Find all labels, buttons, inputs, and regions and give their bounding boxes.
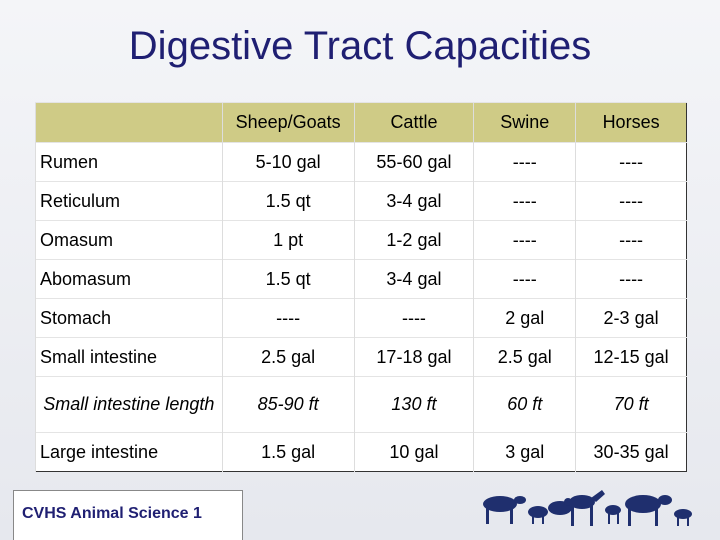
table-cell: 1-2 gal xyxy=(353,220,474,260)
column-header: Cattle xyxy=(353,102,474,143)
table-row: Rumen 5-10 gal 55-60 gal ---- ---- xyxy=(35,142,687,182)
row-label: Reticulum xyxy=(35,181,223,221)
table-cell: 3 gal xyxy=(473,432,576,472)
header-row: Sheep/Goats Cattle Swine Horses xyxy=(35,102,687,143)
corner-cell xyxy=(35,102,223,143)
table-cell: ---- xyxy=(575,220,687,260)
table-cell: 2.5 gal xyxy=(221,337,355,377)
table-cell: ---- xyxy=(575,142,687,182)
table-cell: 70 ft xyxy=(575,376,687,433)
row-label: Abomasum xyxy=(35,259,223,299)
table-cell: 1.5 qt xyxy=(221,259,355,299)
row-label: Large intestine xyxy=(35,432,223,472)
footer: CVHS Animal Science 1 xyxy=(13,490,243,540)
table-cell: 1.5 gal xyxy=(221,432,355,472)
column-header: Sheep/Goats xyxy=(221,102,355,143)
row-label: Omasum xyxy=(35,220,223,260)
column-header: Swine xyxy=(473,102,576,143)
table-row: Small intestine 2.5 gal 17-18 gal 2.5 gal 12… xyxy=(35,337,687,377)
table-cell: ---- xyxy=(353,298,474,338)
table-cell: 85-90 ft xyxy=(221,376,355,433)
table-cell: 55-60 gal xyxy=(353,142,474,182)
table-cell: ---- xyxy=(221,298,355,338)
table-cell: ---- xyxy=(575,259,687,299)
table-row: Reticulum 1.5 qt 3-4 gal ---- ---- xyxy=(35,181,687,221)
table-cell: 1 pt xyxy=(221,220,355,260)
table-cell: 60 ft xyxy=(473,376,576,433)
table-cell: ---- xyxy=(575,181,687,221)
table-cell: 10 gal xyxy=(353,432,474,472)
table-cell: 3-4 gal xyxy=(353,181,474,221)
table-cell: 130 ft xyxy=(353,376,474,433)
animal-silhouettes xyxy=(483,490,692,526)
table-cell: 2.5 gal xyxy=(473,337,576,377)
table-cell: ---- xyxy=(473,142,576,182)
table-cell: 5-10 gal xyxy=(221,142,355,182)
table-cell: 17-18 gal xyxy=(353,337,474,377)
slide-title: Digestive Tract Capacities xyxy=(128,24,592,68)
table-cell: 2-3 gal xyxy=(575,298,687,338)
table-cell: 3-4 gal xyxy=(353,259,474,299)
table-cell: 2 gal xyxy=(473,298,576,338)
table-cell: ---- xyxy=(473,181,576,221)
table-cell: ---- xyxy=(473,220,576,260)
table-row: Stomach ---- ---- 2 gal 2-3 gal xyxy=(35,298,687,338)
column-header: Horses xyxy=(575,102,687,143)
row-label: Small intestine length xyxy=(35,376,223,433)
table-row: Small intestine length 85-90 ft 130 ft 60 f… xyxy=(35,376,687,433)
table-row: Omasum 1 pt 1-2 gal ---- ---- xyxy=(35,220,687,260)
table-cell: 1.5 qt xyxy=(221,181,355,221)
capacity-table: Sheep/Goats Cattle Swine Horses Rumen 5-10 g… xyxy=(35,102,687,472)
row-label: Rumen xyxy=(35,142,223,182)
table-row: Abomasum 1.5 qt 3-4 gal ---- ---- xyxy=(35,259,687,299)
row-label: Stomach xyxy=(35,298,223,338)
table-cell: 30-35 gal xyxy=(575,432,687,472)
row-label: Small intestine xyxy=(35,337,223,377)
table-row: Large intestine 1.5 gal 10 gal 3 gal 30-35 g… xyxy=(35,432,687,472)
table-cell: ---- xyxy=(473,259,576,299)
table-cell: 12-15 gal xyxy=(575,337,687,377)
